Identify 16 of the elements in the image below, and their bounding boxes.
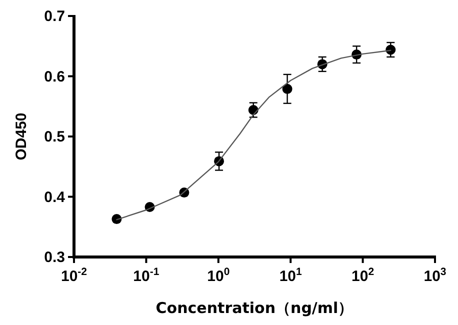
point	[112, 214, 122, 224]
y-axis-title: OD450	[13, 112, 30, 160]
x-tick-label: 10$^{-2}$	[60, 266, 88, 285]
point	[386, 44, 396, 55]
x-tick-label: 10$^{3}$	[424, 266, 446, 285]
x-tick-label: 10$^{2}$	[352, 266, 374, 285]
x-axis-title: Concentration（ng/ml）	[156, 299, 354, 317]
y-tick-label: 0.6	[44, 68, 65, 86]
x-tick-label: 10$^{0}$	[207, 266, 230, 285]
x-tick-label: 10$^{-1}$	[133, 266, 160, 285]
x-tick-label: 10$^{1}$	[279, 266, 302, 285]
point	[282, 84, 292, 94]
y-tick-label: 0.5	[44, 128, 65, 146]
y-tick-label: 0.4	[44, 188, 66, 206]
y-tick-label: 0.3	[44, 249, 65, 266]
y-tick-label: 0.7	[44, 8, 65, 25]
